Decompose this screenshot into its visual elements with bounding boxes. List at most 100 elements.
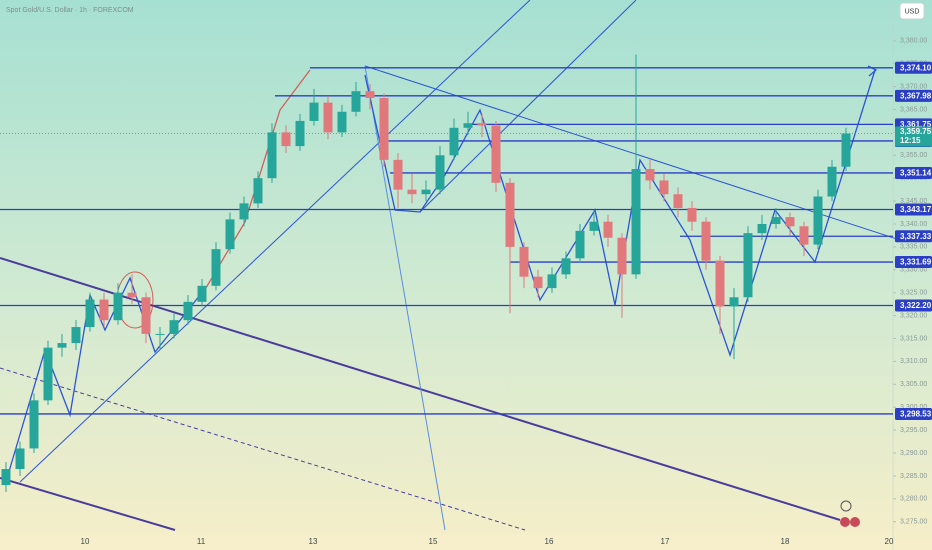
event-icon[interactable]	[840, 500, 852, 512]
candle-body	[687, 207, 697, 222]
y-tick-label: 3,280.00	[900, 496, 927, 503]
event-flag[interactable]	[840, 517, 850, 527]
candle-body	[323, 102, 333, 133]
level-label: 3,351.14	[900, 169, 932, 178]
price-tag	[895, 126, 932, 147]
trend-line	[364, 65, 901, 241]
candle-body	[715, 260, 725, 307]
candle-body	[253, 178, 263, 204]
x-tick-label: 18	[781, 537, 790, 546]
level-label: 3,361.75	[900, 120, 932, 129]
y-tick-label: 3,355.00	[900, 152, 927, 159]
candle-body	[379, 98, 389, 160]
candle-body	[281, 132, 291, 147]
candle-body	[463, 123, 473, 128]
candle-body	[155, 333, 165, 335]
chart-title: Spot Gold/U.S. Dollar · 1h · FOREXCOM	[6, 7, 134, 14]
y-tick-label: 3,295.00	[900, 427, 927, 434]
level-label: 3,343.17	[900, 205, 932, 214]
candle-body	[29, 400, 39, 449]
candle-body	[449, 127, 459, 156]
candle-body	[631, 169, 641, 275]
level-label: 3,322.20	[900, 301, 932, 310]
candle-body	[673, 194, 683, 208]
candle-body	[729, 297, 739, 307]
countdown: 12:15	[900, 136, 921, 145]
y-tick-label: 3,335.00	[900, 244, 927, 251]
candle-body	[127, 292, 137, 298]
candle-body	[435, 155, 445, 190]
level-tag	[895, 89, 932, 102]
candle-body	[827, 166, 837, 197]
level-tag	[895, 299, 932, 312]
candle-body	[561, 258, 571, 275]
candle-body	[771, 217, 781, 224]
level-tag	[895, 407, 932, 420]
candle-body	[239, 203, 249, 220]
x-tick-label: 15	[429, 537, 438, 546]
price-label: 3,359.75	[900, 127, 932, 136]
candle-body	[267, 132, 277, 179]
candle-body	[603, 221, 613, 238]
candle-body	[505, 182, 515, 247]
trend-line	[419, 0, 637, 213]
x-axis-band	[0, 535, 893, 550]
trend-channel	[0, 477, 176, 531]
y-tick-label: 3,310.00	[900, 358, 927, 365]
candle-body	[477, 123, 487, 126]
candle-body	[225, 219, 235, 250]
candle-body	[211, 249, 221, 286]
trend-midline	[0, 367, 526, 531]
candle-body	[519, 246, 529, 277]
level-tag	[895, 203, 932, 216]
candle-body	[365, 91, 375, 99]
candle-body	[309, 102, 319, 121]
candle-body	[197, 285, 207, 302]
candle-body	[113, 292, 123, 321]
y-tick-label: 3,370.00	[900, 83, 927, 90]
y-tick-label: 3,315.00	[900, 335, 927, 342]
zigzag	[199, 69, 311, 299]
event-flag[interactable]	[850, 517, 860, 527]
candle-body	[169, 320, 179, 334]
candle-body	[85, 299, 95, 328]
currency-label[interactable]: USD	[905, 8, 920, 15]
candle-body	[421, 189, 431, 195]
level-label: 3,298.53	[900, 410, 932, 419]
candle-body	[659, 180, 669, 195]
candle-body	[617, 237, 627, 275]
candle-body	[57, 343, 67, 348]
candle-body	[575, 230, 585, 259]
x-tick-label: 13	[309, 537, 318, 546]
candle-body	[337, 111, 347, 133]
candle-body	[701, 221, 711, 261]
candle-body	[757, 223, 767, 234]
candle-body	[799, 226, 809, 245]
y-tick-label: 3,340.00	[900, 221, 927, 228]
y-tick-label: 3,325.00	[900, 290, 927, 297]
y-tick-label: 3,345.00	[900, 198, 927, 205]
candle-body	[15, 448, 25, 470]
candle-body	[841, 133, 851, 167]
candle-body	[43, 347, 53, 401]
level-label: 3,337.33	[900, 232, 932, 241]
candle-body	[407, 189, 417, 195]
y-tick-label: 3,290.00	[900, 450, 927, 457]
y-tick-label: 3,365.00	[900, 106, 927, 113]
candle-body	[645, 169, 655, 181]
candle-body	[183, 301, 193, 321]
level-tag	[895, 166, 932, 179]
candle-body	[813, 196, 823, 245]
candle-body	[743, 233, 753, 298]
level-label: 3,367.98	[900, 91, 932, 100]
candle-body	[141, 297, 151, 334]
level-tag	[895, 256, 932, 269]
x-tick-label: 11	[197, 537, 206, 546]
level-label: 3,374.10	[900, 63, 932, 72]
trend-channel	[0, 257, 841, 521]
x-tick-label: 16	[545, 537, 554, 546]
currency-button[interactable]	[899, 2, 925, 20]
candle-body	[71, 327, 81, 344]
